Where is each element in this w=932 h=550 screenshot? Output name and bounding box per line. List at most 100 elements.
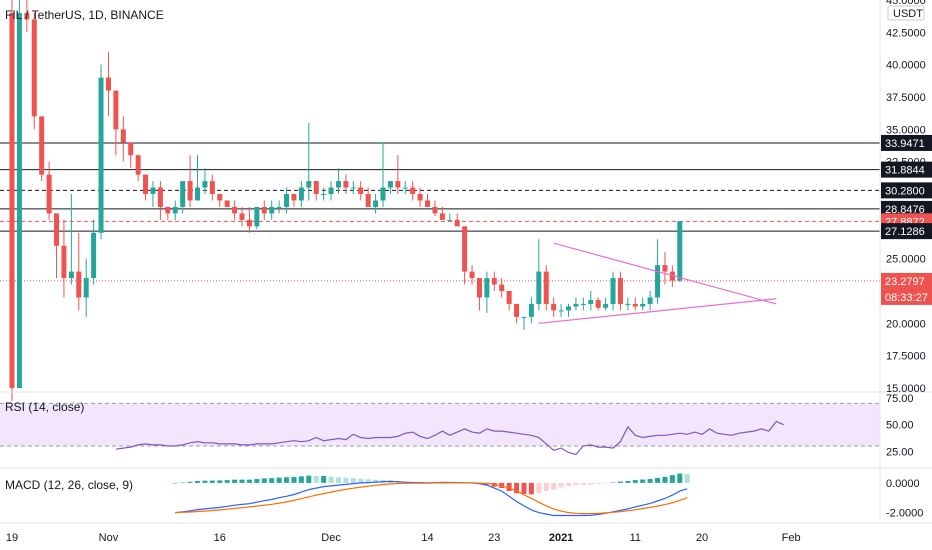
candle-body [187, 181, 193, 201]
candle-body [150, 187, 156, 194]
current-price-label: 23.2797 [885, 276, 925, 288]
macd-histogram-bar [566, 482, 571, 486]
price-tick-label: 42.5000 [886, 27, 926, 39]
price-axis[interactable]: 15.000017.500020.000022.500025.000027.50… [0, 0, 932, 524]
candle-body [209, 181, 215, 194]
macd-histogram-bar [180, 482, 186, 483]
candle-body [321, 194, 327, 195]
candle-body [543, 271, 549, 304]
candle-body [402, 187, 408, 189]
candle-body [9, 12, 15, 389]
price-tick-label: 35.0000 [886, 124, 926, 136]
price-tick-label: 15.0000 [886, 383, 926, 395]
time-tick-label: Nov [99, 532, 119, 544]
candle-body [54, 213, 60, 246]
macd-histogram-bar [662, 476, 668, 483]
rsi-pane[interactable] [0, 402, 880, 456]
candle-body [425, 200, 431, 207]
candle-body [358, 187, 364, 194]
macd-histogram-bar [321, 475, 327, 483]
currency-badge: USDT [887, 5, 925, 21]
candle-body [298, 187, 304, 201]
candle-body [632, 303, 638, 307]
candle-body [91, 232, 97, 279]
candle-body [157, 187, 163, 207]
rsi-tick-label: 50.00 [886, 420, 914, 432]
candle-body [261, 206, 267, 214]
candle-body [291, 194, 297, 201]
macd-histogram-bar [172, 482, 178, 484]
macd-histogram-bar [528, 482, 534, 495]
level-label-box [881, 223, 932, 240]
candle-body [528, 303, 534, 317]
macd-histogram-bar [506, 482, 512, 492]
candle-body [662, 265, 668, 272]
macd-title: MACD (12, 26, close, 9) [5, 478, 133, 492]
macd-histogram-bar [640, 479, 646, 483]
macd-histogram-bar [269, 478, 275, 483]
level-label: 30.2800 [885, 185, 925, 197]
macd-tick-label: -2.0000 [886, 508, 923, 520]
candle-body [328, 187, 334, 194]
time-tick-label: 16 [214, 532, 226, 544]
macd-histogram-bar [580, 482, 586, 485]
triangle-upper-line [553, 242, 777, 305]
candle-body [232, 206, 238, 214]
time-axis[interactable]: 19 Nov 16 Dec 14 23 2021 11 20 Feb [6, 532, 801, 544]
candle-body [677, 221, 683, 281]
macd-histogram-bar [551, 482, 557, 490]
time-tick-label: 20 [696, 532, 708, 544]
candle-body [536, 271, 542, 304]
candle-body [83, 278, 89, 298]
chart-title: FIL / TetherUS, 1D, BINANCE [5, 8, 164, 22]
price-tick-label: 20.0000 [886, 318, 926, 330]
macd-histogram-bar [358, 478, 364, 483]
macd-histogram-bar [350, 478, 356, 483]
time-tick-label: Feb [782, 532, 801, 544]
candle-body [655, 265, 661, 298]
candle-body [135, 155, 141, 175]
candle-body [143, 174, 149, 194]
macd-histogram-bar [617, 481, 623, 483]
price-tick-label: 25.0000 [886, 254, 926, 266]
candle-body [24, 12, 30, 20]
candle-body [603, 303, 609, 308]
candle-body [573, 303, 579, 307]
candle-body [506, 291, 512, 304]
macd-histogram-bar [521, 482, 527, 495]
macd-histogram-bar [313, 475, 319, 483]
candle-body [306, 181, 312, 188]
time-tick-label: Dec [321, 532, 341, 544]
macd-histogram-bar [373, 479, 379, 483]
price-pane[interactable] [0, 0, 880, 401]
candle-body [647, 297, 653, 304]
macd-histogram-bar [195, 480, 200, 483]
candle-body [195, 187, 200, 201]
candle-body [269, 206, 275, 214]
macd-histogram-bar [261, 478, 267, 483]
price-tick-label: 45.0000 [886, 0, 926, 7]
candle-body [202, 181, 208, 188]
candle-body [46, 174, 52, 214]
candle-body [165, 206, 171, 214]
rsi-tick-label: 25.00 [886, 446, 914, 458]
macd-histogram-bar [558, 482, 564, 488]
macd-histogram-bar [306, 475, 312, 483]
macd-pane[interactable] [172, 473, 690, 517]
time-tick-label: 23 [488, 532, 500, 544]
candle-body [276, 206, 282, 208]
candle-body [335, 181, 341, 188]
level-label: 31.8844 [885, 165, 925, 177]
candle-body [76, 271, 82, 298]
macd-histogram-bar [291, 476, 297, 483]
macd-histogram-bar [655, 477, 661, 483]
candle-body [128, 142, 134, 156]
price-tick-label: 40.0000 [886, 60, 926, 72]
candle-body [640, 303, 646, 307]
candle-body [447, 219, 453, 221]
candle-body [469, 271, 475, 279]
time-tick-label: 11 [630, 532, 641, 544]
rsi-line [115, 420, 784, 456]
macd-histogram-bar [217, 480, 223, 483]
